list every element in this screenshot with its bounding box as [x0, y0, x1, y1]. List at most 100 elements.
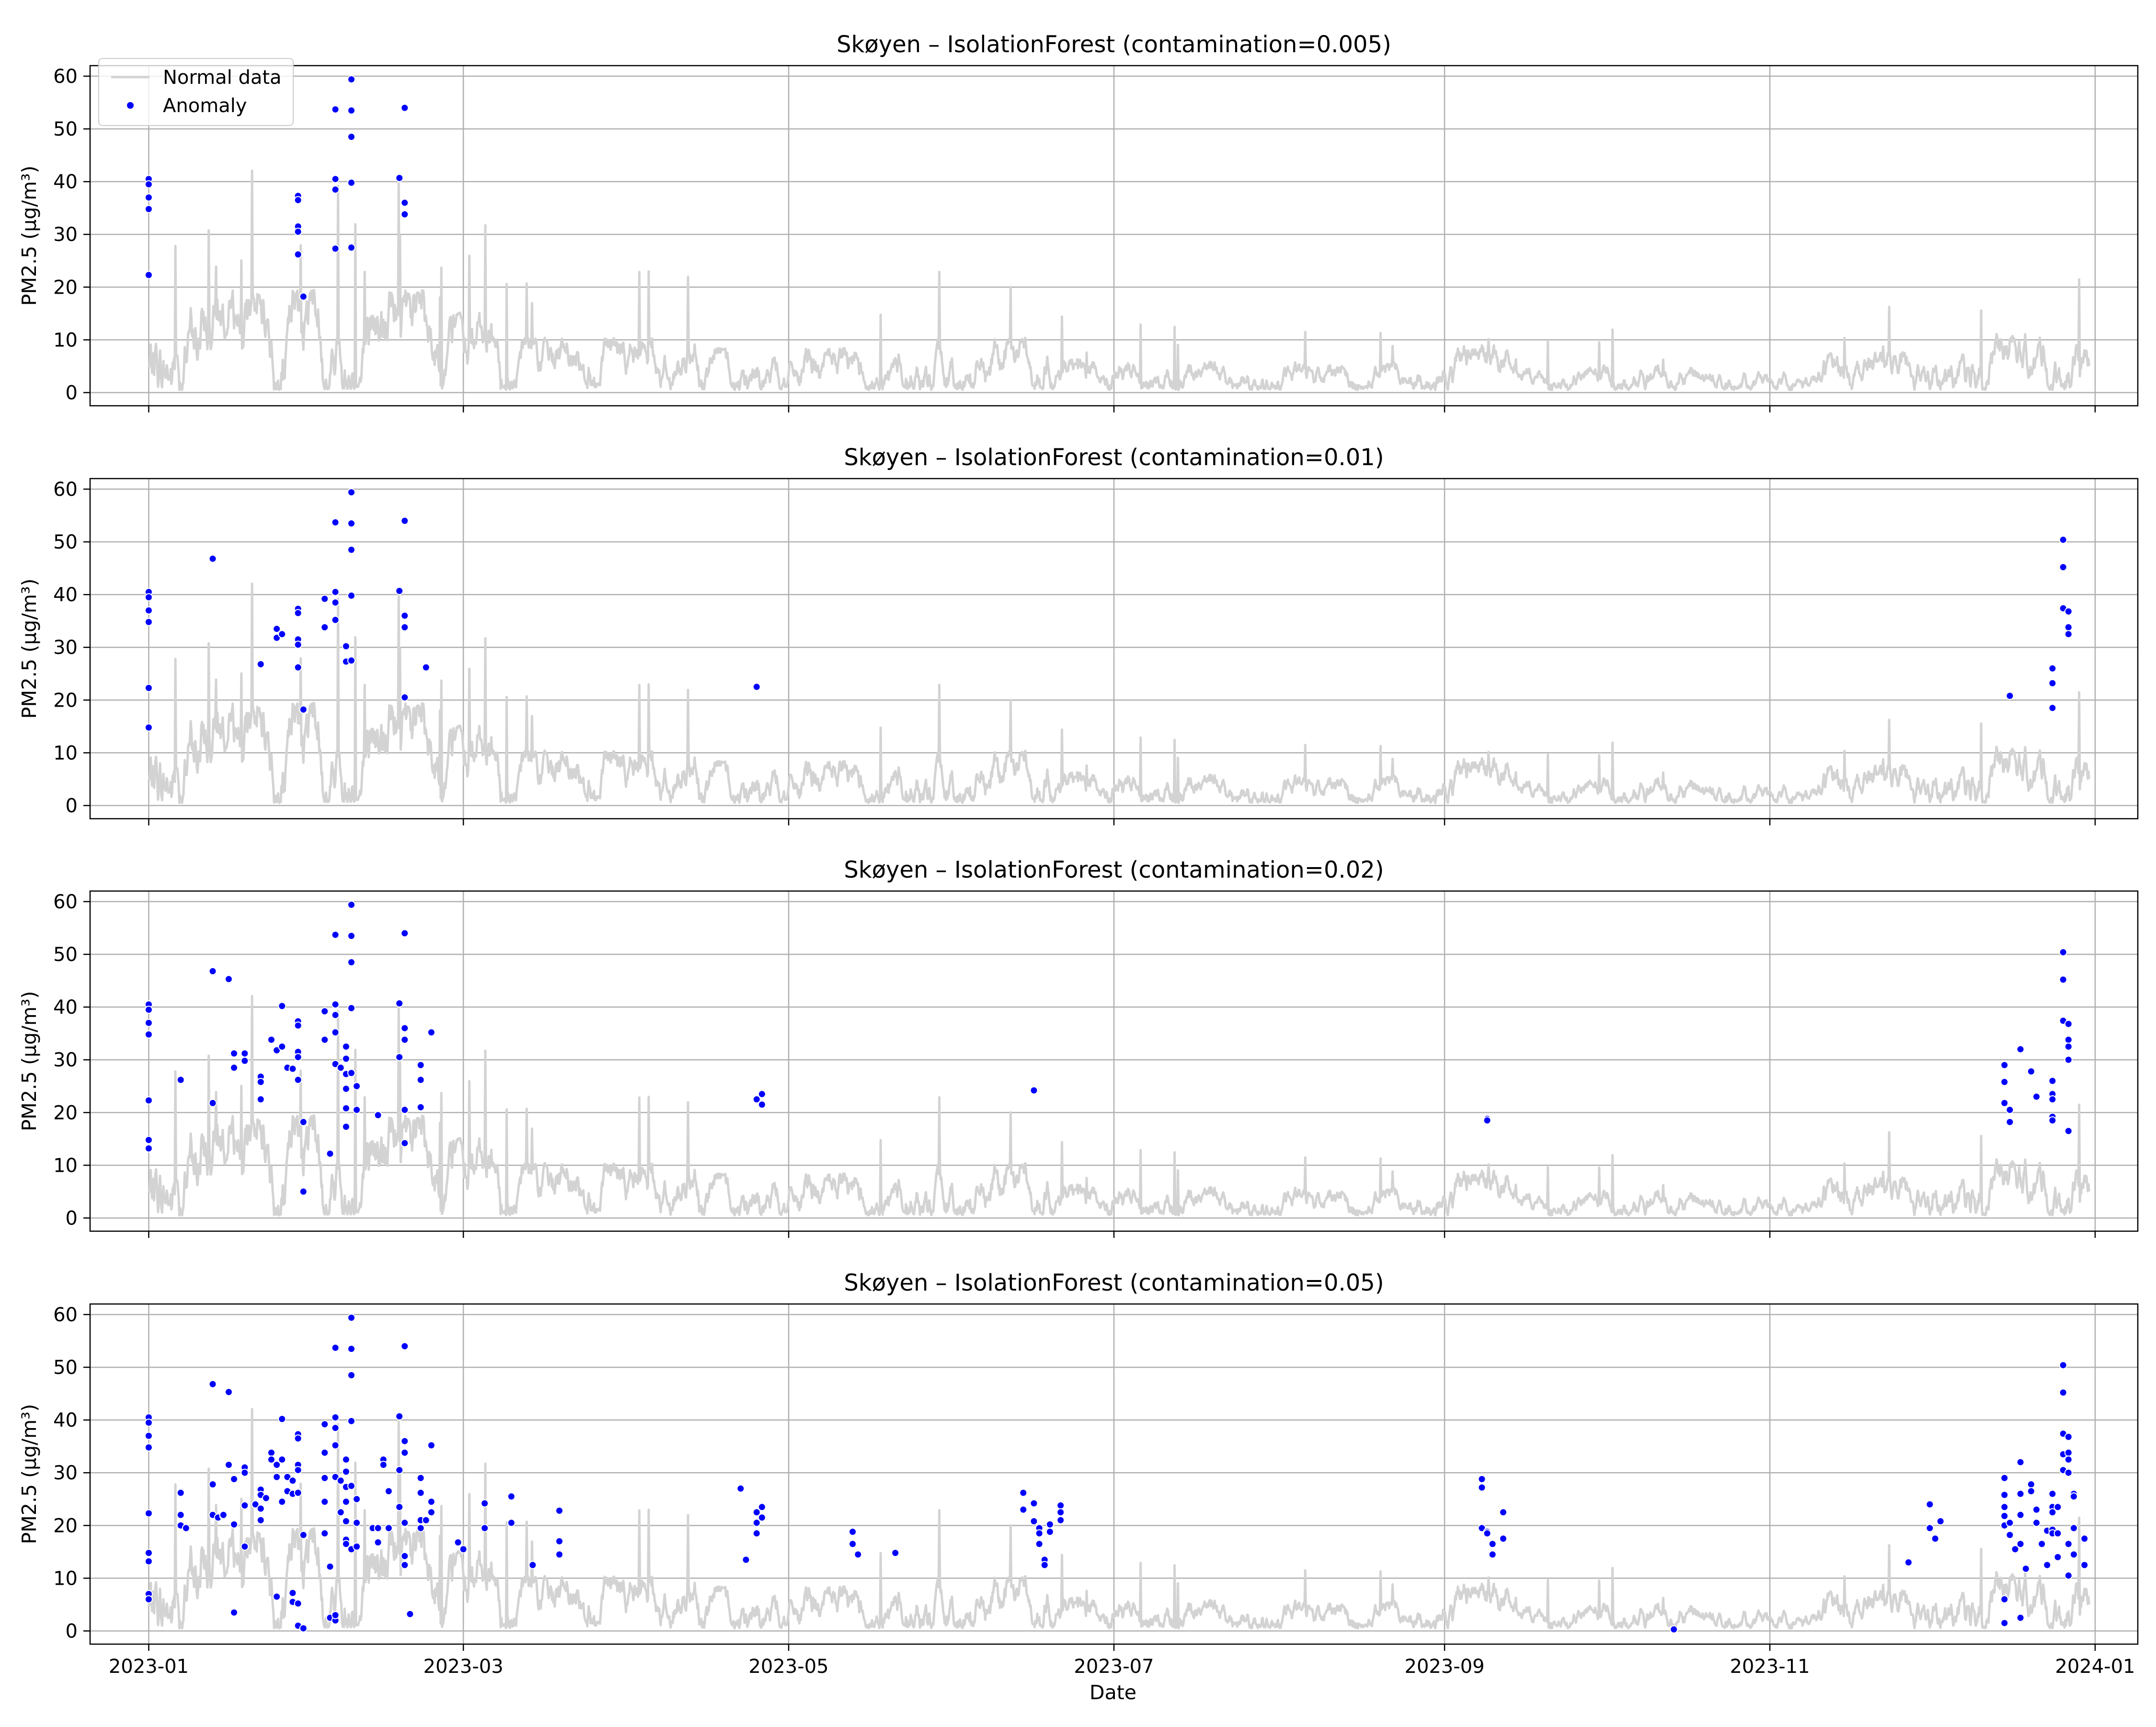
anomaly-point [2053, 1529, 2062, 1538]
anomaly-point [1931, 1534, 1939, 1543]
anomaly-point [347, 1417, 356, 1425]
anomaly-point [854, 1550, 862, 1559]
anomaly-point [1030, 1499, 1038, 1508]
anomaly-point [2016, 1045, 2025, 1053]
anomaly-point [416, 1103, 425, 1111]
anomaly-point [2069, 1550, 2078, 1559]
anomaly-point [395, 999, 404, 1007]
anomaly-point [299, 705, 308, 714]
anomaly-point [1019, 1505, 1028, 1514]
anomaly-point [342, 1540, 350, 1548]
anomaly-point [347, 106, 356, 115]
anomaly-point [347, 958, 356, 967]
anomaly-point [2064, 630, 2073, 639]
anomaly-point [1926, 1524, 1934, 1533]
anomaly-point [1035, 1540, 1044, 1548]
anomaly-point [2048, 1489, 2057, 1498]
anomaly-point [2064, 1448, 2073, 1457]
anomaly-point [379, 1461, 388, 1469]
anomaly-point [757, 1513, 766, 1522]
y-tick-label: 30 [53, 224, 78, 246]
anomaly-point [273, 1592, 281, 1601]
y-tick-label: 40 [53, 171, 78, 193]
anomaly-point [2059, 536, 2067, 544]
anomaly-point [374, 1111, 382, 1120]
y-axis-label: PM2.5 (µg/m³) [18, 166, 41, 306]
anomaly-point [2006, 1118, 2014, 1126]
anomaly-point [2027, 1487, 2035, 1496]
anomaly-point [2006, 1106, 2014, 1114]
x-axis-label: Date [1089, 1681, 1136, 1704]
x-tick-label: 2023-01 [109, 1656, 189, 1678]
anomaly-point [144, 684, 153, 692]
anomaly-point [294, 609, 302, 618]
anomaly-point [401, 623, 409, 631]
anomaly-point [331, 1028, 340, 1037]
anomaly-point [2027, 1067, 2035, 1075]
legend-label-anomaly: Anomaly [163, 95, 247, 117]
anomaly-point [2016, 1458, 2025, 1466]
anomaly-point [401, 693, 409, 702]
anomaly-point [347, 1482, 356, 1490]
anomaly-point [2016, 1510, 2025, 1519]
anomaly-point [752, 1095, 761, 1104]
anomaly-point [278, 1042, 287, 1051]
anomaly-point [144, 205, 153, 213]
anomaly-point [208, 1380, 217, 1388]
anomaly-point [278, 630, 287, 639]
anomaly-point [401, 929, 409, 938]
y-axis-label: PM2.5 (µg/m³) [18, 1404, 41, 1544]
anomaly-point [507, 1519, 516, 1527]
anomaly-point [2016, 1613, 2025, 1622]
anomaly-point [331, 588, 340, 596]
anomaly-point [1478, 1475, 1486, 1483]
anomaly-point [331, 1011, 340, 1019]
anomaly-point [144, 1418, 153, 1427]
anomaly-point [342, 1104, 350, 1112]
anomaly-point [1483, 1529, 1491, 1538]
x-tick-label: 2023-03 [424, 1656, 504, 1678]
anomaly-point [342, 1455, 350, 1464]
anomaly-point [144, 593, 153, 602]
anomaly-point [256, 1095, 265, 1104]
anomaly-point [427, 1498, 436, 1506]
anomaly-point [1045, 1520, 1054, 1529]
y-tick-label: 0 [66, 795, 78, 817]
anomaly-point [2064, 1571, 2073, 1580]
anomaly-point [752, 1529, 761, 1538]
anomaly-point [208, 554, 217, 563]
anomaly-point [251, 1500, 260, 1509]
anomaly-point [288, 1476, 297, 1485]
anomaly-point [321, 1529, 329, 1538]
anomaly-point [342, 1122, 350, 1131]
y-tick-label: 0 [66, 1207, 78, 1229]
anomaly-point [401, 1552, 409, 1560]
anomaly-point [401, 1561, 409, 1569]
anomaly-point [2064, 1468, 2073, 1477]
anomaly-point [2048, 664, 2057, 673]
anomaly-point [401, 1035, 409, 1044]
anomaly-point [144, 1096, 153, 1105]
anomaly-point [2059, 563, 2067, 572]
x-tick-label: 2023-07 [1074, 1656, 1154, 1678]
anomaly-point [342, 1085, 350, 1093]
anomaly-point [342, 1498, 350, 1506]
anomaly-point [353, 1542, 361, 1551]
anomaly-point [1926, 1500, 1934, 1509]
anomaly-point [1056, 1508, 1065, 1517]
anomaly-point [742, 1555, 750, 1564]
anomaly-point [2000, 1491, 2009, 1499]
panel-title: Skøyen – IsolationForest (contamination=… [844, 1270, 1384, 1296]
anomaly-point [395, 1053, 404, 1062]
anomaly-point [416, 1488, 425, 1497]
anomaly-point [2064, 1127, 2073, 1135]
y-tick-label: 0 [66, 1620, 78, 1642]
anomaly-point [2006, 1531, 2014, 1539]
anomaly-point [256, 660, 265, 668]
anomaly-point [267, 1455, 275, 1464]
anomaly-point [2032, 1505, 2041, 1514]
anomaly-point [1478, 1483, 1486, 1492]
anomaly-point [2064, 607, 2073, 616]
anomaly-point [416, 1061, 425, 1069]
